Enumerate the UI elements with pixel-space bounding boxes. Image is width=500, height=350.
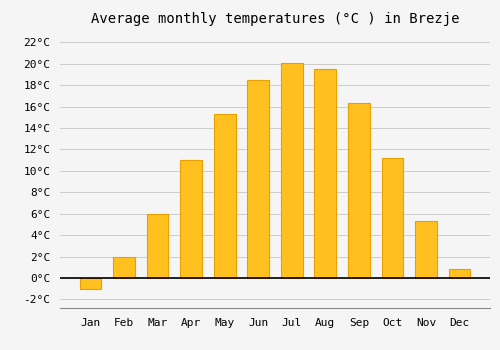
Bar xyxy=(214,114,236,278)
Title: Average monthly temperatures (°C ) in Brezje: Average monthly temperatures (°C ) in Br… xyxy=(91,12,459,26)
Bar xyxy=(314,69,336,278)
Bar xyxy=(146,214,169,278)
Bar xyxy=(113,257,135,278)
Bar xyxy=(415,221,437,278)
Bar xyxy=(382,158,404,278)
Bar xyxy=(448,270,470,278)
Bar xyxy=(80,278,102,289)
Bar xyxy=(248,80,269,278)
Bar xyxy=(180,160,202,278)
Bar xyxy=(348,103,370,278)
Bar xyxy=(281,63,302,278)
